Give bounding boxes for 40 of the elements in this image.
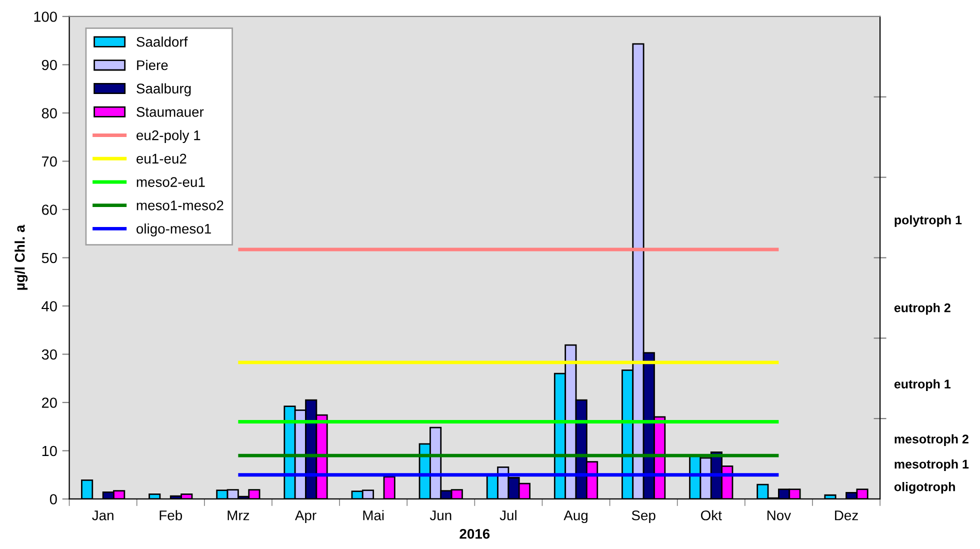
- y-tick-label: 40: [42, 301, 57, 312]
- legend-label: oligo-meso1: [136, 223, 211, 236]
- x-tick-label: Okt: [700, 510, 722, 520]
- legend-label: meso2-eu1: [136, 177, 205, 187]
- y-tick-label: 70: [42, 156, 57, 167]
- x-axis-title: 2016: [460, 528, 490, 539]
- y-tick-label: 10: [42, 446, 57, 456]
- y-tick-label: 20: [42, 398, 57, 408]
- legend-label: Staumauer: [136, 107, 204, 117]
- x-tick-label: Dez: [835, 510, 858, 520]
- y-tick-label: 0: [50, 494, 57, 504]
- text: polytroph 1: [894, 215, 962, 227]
- x-tick-label: Mrz: [228, 510, 250, 520]
- x-tick-label: Jan: [92, 510, 114, 520]
- y-tick-label: 30: [42, 349, 57, 360]
- y-tick-label: 90: [42, 60, 57, 70]
- text: mesotroph 1: [894, 459, 969, 472]
- y-tick-label: 100: [34, 12, 57, 22]
- x-tick-label: Apr: [294, 510, 316, 524]
- text: eutroph 1: [894, 379, 951, 391]
- legend-label: Saalburg: [136, 83, 191, 96]
- y-tick-label: 50: [42, 252, 57, 264]
- x-tick-label: Nov: [767, 510, 791, 520]
- legend-label: eu1-eu2: [136, 154, 186, 164]
- y-tick-label: 60: [42, 204, 57, 215]
- text: eutroph 2: [894, 303, 950, 315]
- legend-label: Saaldorf: [136, 36, 188, 47]
- y-axis-title: µg/l Chl. a: [14, 224, 28, 290]
- x-tick-label: Aug: [564, 510, 588, 524]
- x-tick-label: Mai: [363, 510, 384, 520]
- legend-label: meso1-meso2: [136, 200, 224, 210]
- text: mesotroph 2: [894, 434, 968, 446]
- y-tick-label: 80: [42, 108, 57, 118]
- legend-label: Piere: [137, 60, 168, 70]
- text: oligotroph: [894, 482, 955, 494]
- x-tick-label: Jun: [430, 510, 452, 520]
- x-tick-label: Sep: [632, 510, 656, 524]
- legend-label: eu2-poly 1: [136, 130, 200, 143]
- x-tick-label: Feb: [160, 510, 182, 520]
- x-tick-label: Jul: [500, 510, 516, 520]
